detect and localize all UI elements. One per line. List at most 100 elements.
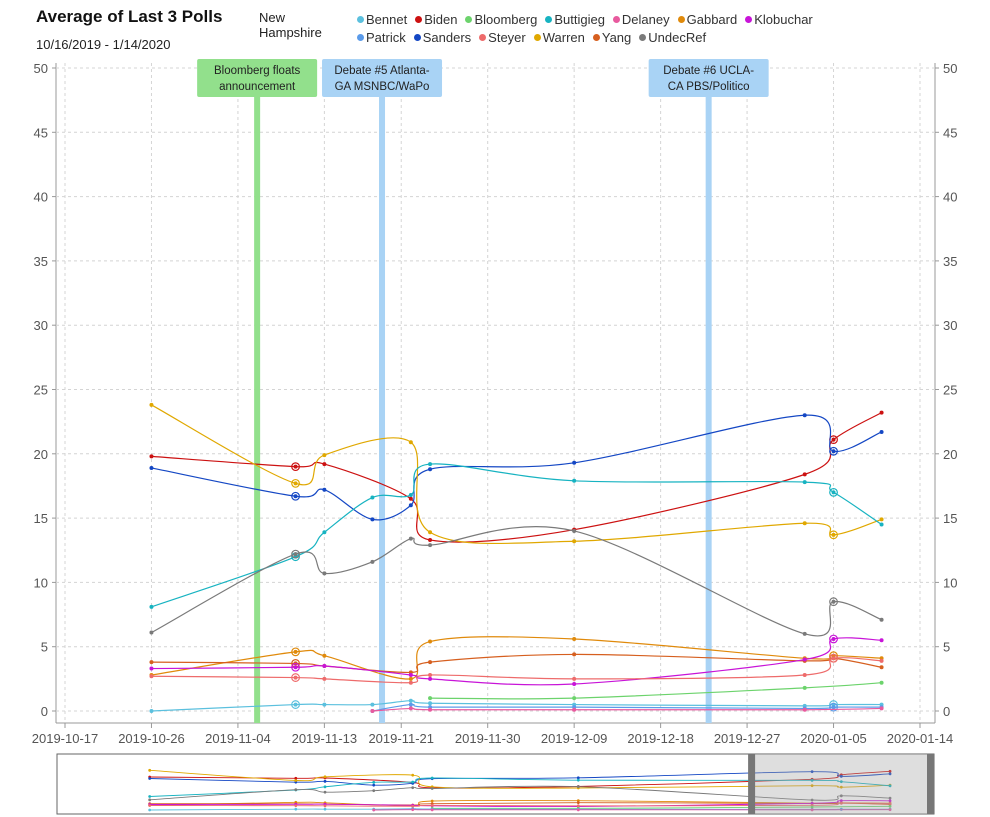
data-point-biden (428, 537, 433, 542)
navigator-line-klobuchar (149, 800, 891, 808)
legend-item-gabbard[interactable]: Gabbard (677, 12, 737, 27)
data-point-buttigieg (831, 490, 836, 495)
y-tick-label-right: 0 (943, 704, 950, 719)
data-point-bloomberg (572, 696, 577, 701)
navigator-point-klobuchar (839, 799, 843, 803)
legend: Bennet Biden Bloomberg Buttigieg Delaney Gabb… (357, 10, 917, 46)
navigator-handle-left[interactable] (748, 754, 756, 814)
data-point-undecref (428, 543, 433, 548)
legend-item-warren[interactable]: Warren (533, 29, 585, 45)
navigator-handle-right[interactable] (927, 754, 934, 814)
legend-label: Warren (542, 29, 585, 45)
navigator-point-undecref (323, 790, 327, 794)
data-point-delaney (370, 709, 375, 713)
x-tick-label: 2020-01-14 (887, 731, 954, 746)
data-point-sanders (428, 467, 433, 472)
legend-item-bloomberg[interactable]: Bloomberg (465, 12, 537, 27)
highlight-ring-warren (829, 530, 838, 540)
navigator-point-delaney (372, 808, 376, 812)
navigator-point-steyer (839, 801, 843, 805)
legend-label: Delaney (621, 11, 670, 27)
legend-item-yang[interactable]: Yang (592, 30, 631, 45)
x-tick-label: 2019-10-26 (118, 731, 185, 746)
legend-label: Buttigieg (554, 11, 605, 27)
data-point-buttigieg (408, 492, 413, 497)
highlight-ring-biden (291, 462, 300, 472)
data-point-gabbard (408, 676, 413, 681)
y-tick-label-left: 30 (34, 318, 48, 333)
navigator-point-sanders (888, 772, 892, 776)
series-line-buttigieg (151, 463, 882, 608)
event-callout: Bloomberg floats announcement (197, 59, 318, 97)
data-point-biden (831, 437, 836, 442)
data-point-warren (408, 440, 413, 445)
data-point-buttigieg (322, 530, 327, 535)
highlight-ring-klobuchar (829, 634, 838, 644)
series-line-warren (151, 404, 882, 545)
data-point-yang (572, 652, 577, 657)
data-point-undecref (408, 536, 413, 541)
navigator-line-steyer (149, 802, 891, 807)
legend-item-patrick[interactable]: Patrick (357, 30, 406, 45)
data-point-sanders (879, 429, 884, 434)
y-tick-label-left: 20 (34, 447, 48, 462)
y-tick-label-left: 25 (34, 383, 48, 398)
highlight-ring-warren (291, 478, 300, 488)
legend-item-bennet[interactable]: Bennet (357, 12, 407, 27)
data-point-sanders (149, 465, 154, 470)
data-point-yang (879, 665, 884, 670)
legend-dot-icon (639, 33, 647, 41)
data-point-bloomberg (802, 685, 807, 690)
series-line-gabbard (151, 636, 882, 680)
data-point-klobuchar (149, 666, 154, 671)
event-label-line2: CA PBS/Politico (668, 81, 750, 93)
series-line-biden (151, 412, 882, 543)
highlight-ring-undecref (291, 549, 300, 559)
data-point-sanders (802, 413, 807, 418)
legend-item-steyer[interactable]: Steyer (479, 30, 526, 45)
data-point-biden (879, 410, 884, 415)
chart-title: Average of Last 3 Polls (36, 7, 223, 26)
data-point-patrick (831, 705, 836, 710)
data-point-undecref (149, 630, 154, 635)
data-point-gabbard (293, 649, 298, 654)
x-tick-label: 2020-01-05 (800, 731, 867, 746)
y-tick-label-left: 0 (41, 704, 48, 719)
navigator-point-klobuchar (888, 799, 892, 803)
series-line-bloomberg (430, 682, 882, 700)
data-point-steyer (408, 680, 413, 685)
navigator-point-warren (810, 784, 814, 788)
x-tick-label: 2019-11-13 (292, 731, 358, 746)
series-line-steyer (151, 657, 882, 684)
event-callout: Debate #5 Atlanta- GA MSNBC/WaPo (322, 59, 443, 97)
data-point-biden (293, 464, 298, 469)
legend-item-undecref[interactable]: UndecRef (639, 30, 706, 45)
event-label-line1: Debate #6 UCLA- (663, 65, 754, 77)
navigator-selection[interactable] (752, 755, 933, 813)
series-line-yang (151, 653, 882, 674)
legend-item-klobuchar[interactable]: Klobuchar (745, 12, 813, 27)
legend-item-biden[interactable]: Biden (415, 12, 457, 27)
navigator-point-sanders (810, 770, 814, 774)
legend-item-sanders[interactable]: Sanders (413, 30, 471, 45)
navigator-point-buttigieg (148, 795, 152, 798)
highlight-ring-steyer (291, 673, 300, 682)
data-point-klobuchar (831, 636, 836, 641)
legend-row: Bennet Biden Bloomberg Buttigieg Delaney Gabb… (357, 10, 917, 28)
legend-item-buttigieg[interactable]: Buttigieg (545, 12, 605, 27)
y-tick-label-left: 10 (34, 575, 48, 590)
legend-item-delaney[interactable]: Delaney (612, 11, 670, 27)
data-point-warren (149, 402, 154, 407)
navigator-point-bloomberg (888, 804, 892, 808)
highlight-ring-gabbard (291, 647, 300, 657)
legend-dot-icon (545, 15, 553, 23)
data-point-gabbard (322, 653, 327, 658)
data-point-bennet (428, 701, 433, 706)
data-point-steyer (802, 672, 807, 677)
x-tick-label: 2019-11-21 (368, 731, 434, 746)
navigator-point-undecref (576, 785, 580, 789)
navigator-point-steyer (148, 804, 152, 807)
navigator-point-buttigieg (411, 780, 415, 784)
region-label-line2: Hampshire (259, 25, 322, 40)
navigator-point-delaney (810, 808, 814, 812)
